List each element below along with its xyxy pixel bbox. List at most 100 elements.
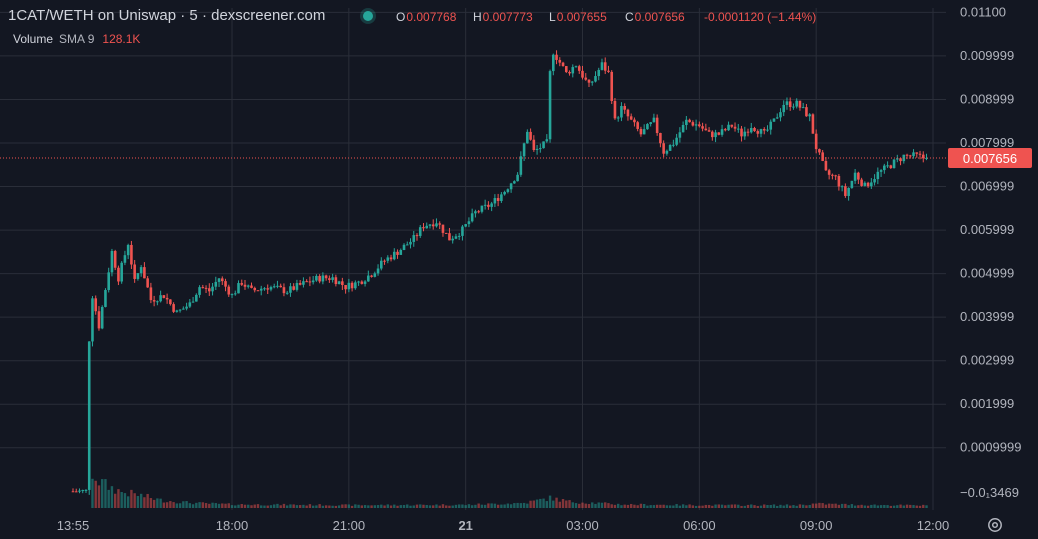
volume-bar <box>130 489 133 508</box>
volume-bar <box>805 505 808 508</box>
candle-down <box>441 224 445 233</box>
volume-bar <box>302 504 305 508</box>
candle-up <box>772 118 776 122</box>
candle-down <box>711 131 714 138</box>
volume-bar <box>500 504 503 508</box>
volume-bar <box>597 502 600 508</box>
volume-bar <box>467 504 471 508</box>
candle-up <box>175 310 179 312</box>
candle-down <box>324 275 328 279</box>
volume-bar <box>133 493 136 508</box>
candle-down <box>256 290 260 292</box>
volume-bar <box>701 505 704 508</box>
volume-bar <box>266 505 269 508</box>
volume-bar <box>318 504 321 508</box>
candle-down <box>558 59 562 63</box>
ohlc-close: C0.007656 <box>625 10 685 24</box>
volume-bar <box>824 504 828 508</box>
candle-up <box>214 281 218 287</box>
candle-down <box>350 282 354 289</box>
volume-bar <box>457 504 461 508</box>
candle-down <box>334 277 338 285</box>
candle-down <box>655 117 659 134</box>
candle-up <box>347 282 351 290</box>
volume-bar <box>617 503 620 508</box>
candle-up <box>694 124 698 126</box>
volume-bar <box>165 502 169 508</box>
candle-down <box>857 172 860 180</box>
volume-bar <box>581 502 584 508</box>
candle-up <box>182 308 185 310</box>
gear-icon[interactable] <box>986 516 1004 534</box>
volume-bar <box>746 504 750 508</box>
candle-down <box>143 267 146 279</box>
candle-up <box>652 117 656 123</box>
volume-bar <box>649 505 652 508</box>
candle-up <box>516 174 519 182</box>
candle-up <box>321 275 325 282</box>
candle-up <box>571 67 575 74</box>
chart-axes: 0.01100 0.009999 0.008999 0.007999 0.006999 0… <box>0 4 1032 533</box>
volume-bar <box>409 505 412 508</box>
volume-bar <box>367 505 370 508</box>
candle-down <box>831 174 834 176</box>
candle-down <box>305 281 308 283</box>
volume-bar <box>435 504 438 508</box>
volume-bar <box>341 504 344 508</box>
candle-up <box>847 187 850 196</box>
volume-bar <box>714 504 717 508</box>
candle-down <box>659 133 662 144</box>
candle-down <box>899 158 902 162</box>
candle-up <box>542 141 545 149</box>
volume-bar <box>354 504 357 508</box>
candle-up <box>474 211 477 214</box>
volume-bar <box>873 504 876 508</box>
candle-up <box>285 292 289 294</box>
volume-bar <box>178 503 182 508</box>
volume-bar <box>360 505 364 508</box>
candle-down <box>422 227 425 229</box>
volume-bar <box>480 504 484 508</box>
volume-bar <box>886 505 889 508</box>
volume-bar <box>126 496 130 508</box>
volume-bar <box>412 505 415 508</box>
volume-bar <box>224 503 227 508</box>
candle-down <box>146 278 149 288</box>
volume-bar <box>620 505 623 508</box>
volume-bar <box>269 505 273 508</box>
volume-bar <box>545 501 549 508</box>
volume-bar <box>785 504 789 508</box>
candle-down <box>169 299 172 305</box>
candle-up <box>519 156 523 175</box>
ohlc-high: H0.007773 <box>473 10 533 24</box>
candle-up <box>873 179 876 183</box>
volume-bar <box>483 504 487 508</box>
candle-up <box>493 198 497 204</box>
volume-bar <box>496 504 500 508</box>
volume-bar <box>922 504 925 508</box>
candle-down <box>444 232 448 234</box>
y-tick-label: 0.0009999 <box>960 440 1021 455</box>
volume-bar <box>298 505 302 508</box>
candle-down <box>707 130 711 132</box>
candle-down <box>915 152 919 154</box>
candle-down <box>561 62 565 67</box>
volume-bar <box>795 505 798 508</box>
volume-bar <box>513 503 516 508</box>
candle-up <box>386 257 390 261</box>
volume-bar <box>853 505 857 508</box>
volume-bar <box>665 505 669 508</box>
volume-bar <box>185 501 188 508</box>
volume-bar <box>415 504 419 508</box>
candle-up <box>156 301 159 303</box>
volume-bar <box>334 505 338 508</box>
volume-bar <box>558 501 561 508</box>
candle-down <box>564 66 568 72</box>
volume-bar <box>191 504 195 508</box>
volume-bar <box>759 505 763 508</box>
volume-bar <box>363 505 367 508</box>
volume-bar <box>406 504 409 508</box>
volume-bar <box>623 504 626 508</box>
candle-down <box>360 281 364 284</box>
